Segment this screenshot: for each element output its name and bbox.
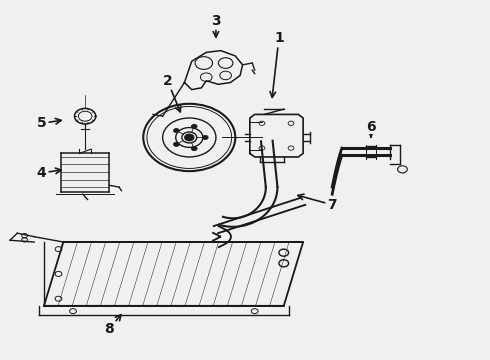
Circle shape bbox=[184, 134, 194, 141]
Text: 5: 5 bbox=[37, 116, 61, 130]
Circle shape bbox=[191, 147, 197, 151]
Text: 7: 7 bbox=[298, 194, 337, 212]
Circle shape bbox=[173, 142, 179, 147]
Text: 4: 4 bbox=[37, 166, 61, 180]
Text: 3: 3 bbox=[211, 14, 221, 37]
Text: 8: 8 bbox=[104, 315, 121, 336]
Text: 2: 2 bbox=[163, 74, 181, 112]
Text: 1: 1 bbox=[270, 31, 284, 98]
Text: 6: 6 bbox=[366, 120, 376, 137]
Circle shape bbox=[202, 135, 208, 140]
Circle shape bbox=[173, 129, 179, 133]
Circle shape bbox=[191, 124, 197, 129]
